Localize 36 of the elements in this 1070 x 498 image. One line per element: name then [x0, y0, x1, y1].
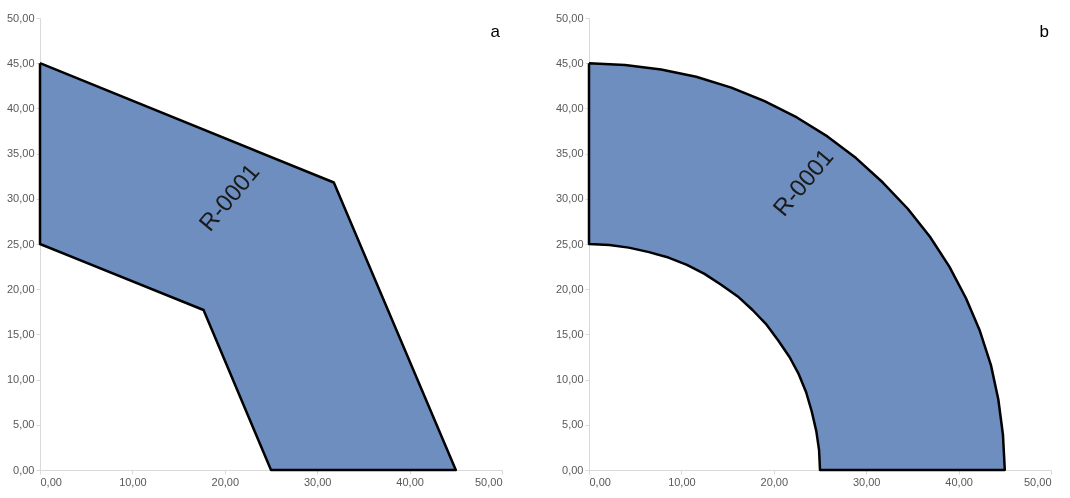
x-tick-label: 10,00	[119, 475, 147, 488]
x-tick-label: 50,00	[474, 475, 503, 488]
y-tick-label: 45,00	[555, 56, 584, 69]
y-tick-label: 40,00	[6, 101, 35, 114]
y-tick-label: 30,00	[6, 192, 35, 205]
y-tick-label: 5,00	[562, 418, 584, 431]
x-tick-label: 0,00	[589, 475, 611, 488]
y-tick-label: 25,00	[555, 237, 584, 250]
y-tick-label: 40,00	[555, 101, 584, 114]
y-tick-label: 5,00	[13, 418, 35, 431]
x-tick-label: 10,00	[668, 475, 696, 488]
y-tick-label: 20,00	[6, 282, 35, 295]
x-tick-label: 20,00	[760, 475, 789, 488]
y-tick-label: 10,00	[555, 373, 584, 386]
y-tick-label: 50,00	[6, 11, 35, 24]
y-tick-label: 50,00	[555, 11, 584, 24]
y-tick-label: 25,00	[6, 237, 35, 250]
y-tick-label: 0,00	[13, 463, 35, 476]
annotation: a	[490, 22, 501, 41]
x-tick-label: 20,00	[211, 475, 240, 488]
y-tick-label: 15,00	[6, 327, 35, 340]
y-tick-label: 35,00	[6, 147, 35, 160]
y-tick-label: 10,00	[6, 373, 35, 386]
x-tick-label: 30,00	[852, 475, 881, 488]
y-tick-label: 35,00	[555, 147, 584, 160]
y-tick-label: 20,00	[555, 282, 584, 295]
y-tick-label: 30,00	[555, 192, 584, 205]
y-tick-label: 15,00	[555, 327, 584, 340]
annotation: b	[1039, 22, 1049, 41]
x-tick-label: 40,00	[396, 475, 424, 488]
y-tick-label: 45,00	[6, 56, 35, 69]
y-tick-label: 0,00	[562, 463, 584, 476]
x-tick-label: 30,00	[303, 475, 332, 488]
x-tick-label: 50,00	[1023, 475, 1052, 488]
x-tick-label: 40,00	[945, 475, 973, 488]
x-tick-label: 0,00	[40, 475, 62, 488]
